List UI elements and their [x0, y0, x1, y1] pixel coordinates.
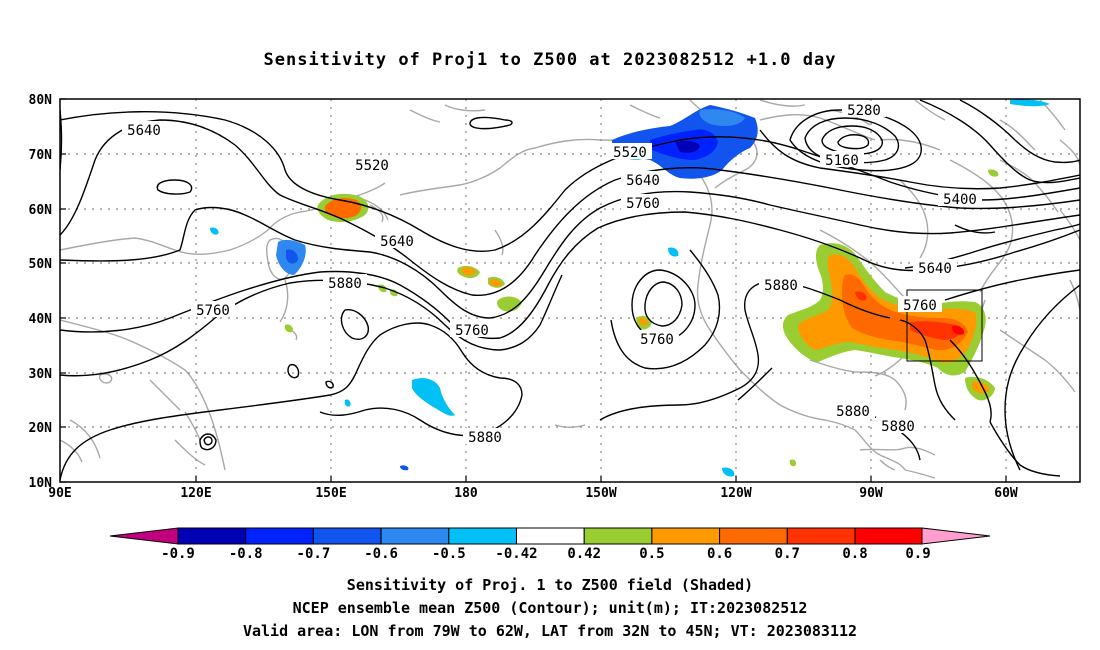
lon-label: 120W — [720, 486, 751, 501]
contour-label: 5640 — [918, 261, 952, 277]
lat-label: 30N — [29, 367, 53, 382]
colorbar-segment — [786, 527, 856, 545]
colorbar-segment — [854, 527, 923, 545]
contour-label: 5640 — [380, 234, 414, 250]
contour-label: 5880 — [881, 419, 915, 435]
contour-label: 5640 — [127, 123, 161, 139]
lon-label: 60W — [994, 486, 1018, 501]
colorbar-label: 0.5 — [639, 546, 664, 562]
colorbar-label: -0.8 — [229, 546, 263, 562]
contour-label: 5760 — [196, 303, 230, 319]
contour-labels: 5280 5160 5400 5520 5520 5640 5640 5640 … — [122, 101, 982, 446]
contour-label: 5880 — [764, 278, 798, 294]
contour-label: 5520 — [613, 145, 647, 161]
colorbar-label: 0.6 — [707, 546, 732, 562]
contour-label: 5880 — [468, 430, 502, 446]
contour-label: 5520 — [355, 158, 389, 174]
caption-line-1: Sensitivity of Proj. 1 to Z500 field (Sh… — [346, 576, 754, 594]
colorbar-label: 0.9 — [905, 546, 930, 562]
axis-ticks — [60, 98, 1007, 483]
map-title: Sensitivity of Proj1 to Z500 at 20230825… — [263, 50, 837, 70]
contour-label: 5760 — [640, 332, 674, 348]
sensitivity-shading — [210, 99, 1050, 477]
lon-label: 90W — [859, 486, 883, 501]
valid-area-box — [906, 289, 983, 362]
lon-label: 150W — [585, 486, 616, 501]
lat-label: 20N — [29, 421, 53, 436]
colorbar-segment — [177, 527, 247, 545]
colorbar-segment — [719, 527, 788, 545]
longitude-labels: 90E 120E 150E 180 150W 120W 90W 60W — [48, 486, 1018, 501]
contour-label: 5880 — [328, 276, 362, 292]
caption-line-3: Valid area: LON from 79W to 62W, LAT fro… — [242, 622, 858, 640]
lon-label: 150E — [315, 486, 346, 501]
colorbar-segment — [448, 527, 517, 545]
colorbar-left-triangle — [109, 527, 179, 545]
contour-label: 5160 — [825, 153, 859, 169]
colorbar-label: 0.8 — [842, 546, 867, 562]
colorbar-label: -0.6 — [364, 546, 398, 562]
contour-label: 5880 — [836, 404, 870, 420]
lat-label: 70N — [29, 148, 53, 163]
colorbar-label: 0.42 — [567, 546, 601, 562]
colorbar-label: -0.42 — [495, 546, 537, 562]
lat-label: 80N — [29, 93, 53, 108]
lat-label: 60N — [29, 203, 53, 218]
contour-label: 5760 — [626, 196, 660, 212]
map-frame — [59, 98, 1081, 483]
latitude-labels: 80N 70N 60N 50N 40N 30N 20N 10N — [29, 93, 53, 491]
colorbar-segment — [651, 527, 721, 545]
contour-label: 5280 — [847, 103, 881, 119]
colorbar-segment — [380, 527, 450, 545]
caption: Sensitivity of Proj. 1 to Z500 field (Sh… — [0, 574, 1100, 643]
contour-label: 5760 — [455, 323, 489, 339]
caption-line-2: NCEP ensemble mean Z500 (Contour); unit(… — [292, 599, 808, 617]
colorbar-label: -0.5 — [432, 546, 466, 562]
lat-label: 40N — [29, 312, 53, 327]
colorbar-label: -0.9 — [161, 546, 195, 562]
colorbar-segment — [583, 527, 653, 545]
lat-label: 50N — [29, 257, 53, 272]
contour-label: 5400 — [943, 192, 977, 208]
contour-label: 5640 — [626, 173, 660, 189]
colorbar-label: -0.7 — [297, 546, 331, 562]
colorbar-right-triangle — [921, 527, 991, 545]
contour-label: 5760 — [903, 298, 937, 314]
colorbar-segment — [516, 527, 585, 545]
colorbar-segment — [312, 527, 382, 545]
lon-label: 180 — [454, 486, 478, 501]
colorbar: -0.9 -0.8 -0.7 -0.6 -0.5 -0.42 0.42 0.5 … — [109, 527, 991, 562]
colorbar-segment — [245, 527, 314, 545]
lon-label: 90E — [48, 486, 71, 501]
lat-label: 10N — [29, 476, 53, 491]
colorbar-label: 0.7 — [775, 546, 800, 562]
lon-label: 120E — [180, 486, 211, 501]
